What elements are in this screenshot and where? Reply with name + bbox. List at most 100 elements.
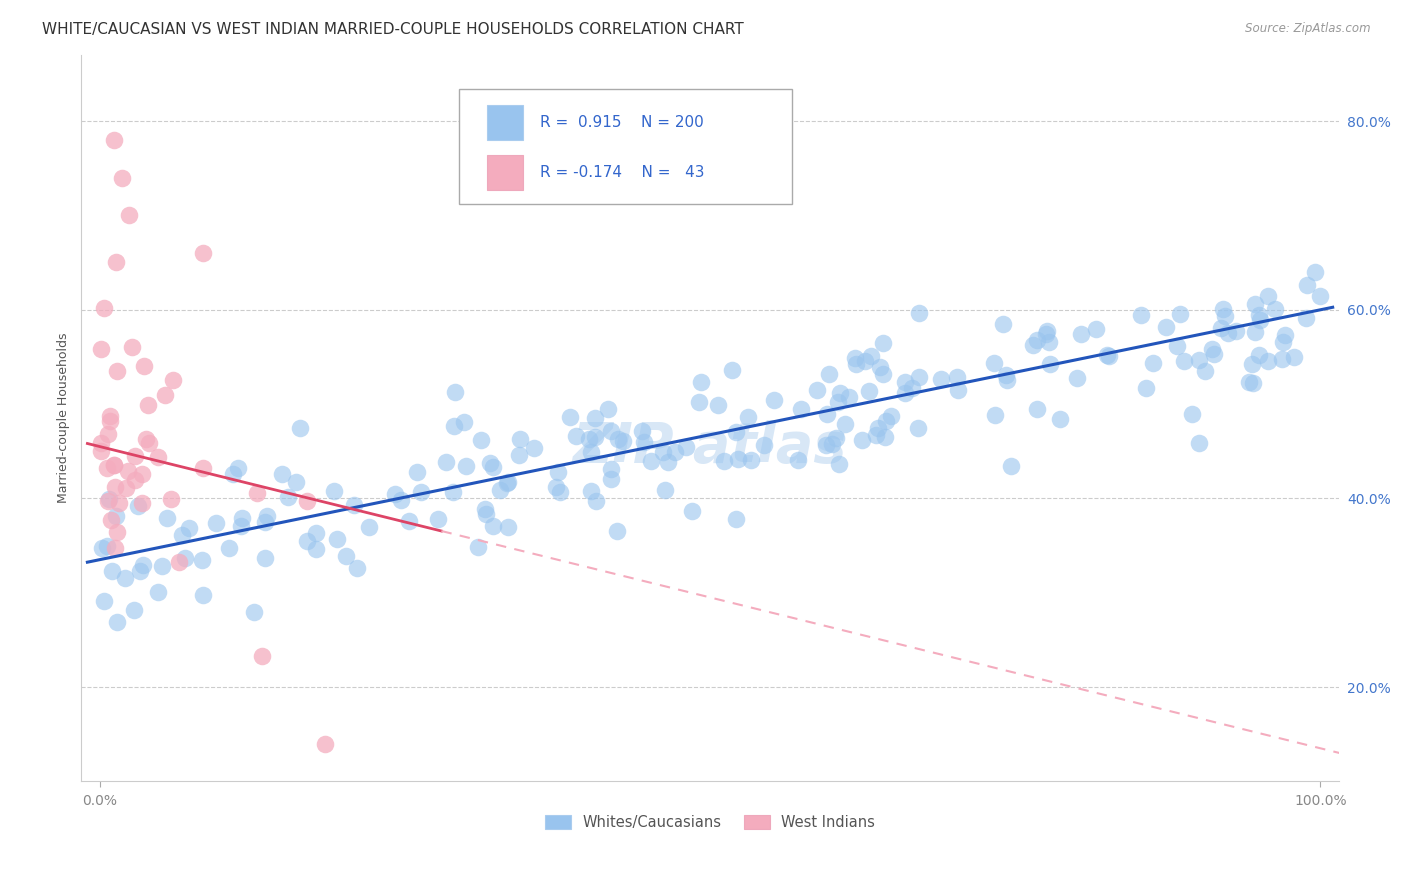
- Point: [1066, 371, 1088, 385]
- Point: [343, 498, 366, 512]
- Point: [172, 528, 194, 542]
- Point: [481, 518, 503, 533]
- Point: [191, 553, 214, 567]
- Point: [100, 513, 122, 527]
- Point: [444, 385, 467, 400]
- Point: [581, 483, 603, 498]
- Point: [815, 407, 838, 421]
- Point: [737, 410, 759, 425]
- Point: [93, 593, 115, 607]
- Point: [426, 512, 449, 526]
- Point: [121, 340, 143, 354]
- Point: [129, 565, 152, 579]
- Point: [250, 649, 273, 664]
- Point: [558, 410, 581, 425]
- Point: [1085, 322, 1108, 336]
- Point: [1264, 301, 1286, 316]
- Point: [1295, 278, 1317, 293]
- Point: [90, 436, 112, 450]
- Point: [277, 490, 299, 504]
- Point: [124, 450, 146, 464]
- Point: [335, 549, 357, 564]
- Point: [405, 465, 427, 479]
- Point: [1295, 311, 1317, 326]
- Point: [1274, 328, 1296, 343]
- Point: [815, 438, 838, 452]
- Point: [707, 398, 730, 412]
- Point: [384, 487, 406, 501]
- Point: [243, 605, 266, 619]
- Point: [270, 467, 292, 482]
- Point: [834, 417, 856, 431]
- Point: [148, 450, 170, 465]
- Point: [179, 521, 201, 535]
- Point: [787, 452, 810, 467]
- Point: [1049, 412, 1071, 426]
- Point: [865, 428, 887, 442]
- Point: [1129, 308, 1152, 322]
- Text: ZIP atlas: ZIP atlas: [572, 420, 848, 475]
- Point: [995, 368, 1018, 382]
- Point: [314, 737, 336, 751]
- Point: [96, 539, 118, 553]
- Point: [869, 359, 891, 374]
- Point: [606, 524, 628, 538]
- Point: [135, 433, 157, 447]
- Point: [470, 434, 492, 448]
- Point: [467, 540, 489, 554]
- Point: [1249, 313, 1271, 327]
- Point: [1142, 356, 1164, 370]
- Point: [295, 533, 318, 548]
- Point: [127, 500, 149, 514]
- Point: [101, 565, 124, 579]
- Point: [872, 368, 894, 382]
- Point: [131, 467, 153, 482]
- Point: [253, 515, 276, 529]
- Point: [838, 391, 860, 405]
- Point: [131, 496, 153, 510]
- Point: [1188, 353, 1211, 368]
- Point: [790, 402, 813, 417]
- Point: [547, 465, 569, 479]
- Point: [654, 483, 676, 498]
- Point: [205, 516, 228, 531]
- Point: [1181, 408, 1204, 422]
- Point: [509, 432, 531, 446]
- Point: [441, 484, 464, 499]
- Point: [156, 510, 179, 524]
- Point: [1173, 354, 1195, 368]
- Point: [1237, 375, 1260, 389]
- Point: [1095, 347, 1118, 361]
- Point: [193, 246, 215, 260]
- Point: [1257, 288, 1279, 302]
- Point: [1201, 342, 1223, 356]
- Point: [409, 485, 432, 500]
- Point: [893, 376, 915, 390]
- Point: [1282, 350, 1305, 364]
- Point: [866, 421, 889, 435]
- Point: [901, 381, 924, 395]
- Point: [105, 615, 128, 629]
- Point: [907, 421, 929, 435]
- Point: [475, 507, 498, 521]
- Point: [690, 375, 713, 389]
- Point: [825, 431, 848, 445]
- Point: [496, 520, 519, 534]
- Point: [1247, 308, 1270, 322]
- Point: [118, 209, 141, 223]
- Point: [167, 555, 190, 569]
- Point: [222, 467, 245, 482]
- Point: [295, 493, 318, 508]
- Point: [688, 395, 710, 409]
- Point: [600, 424, 623, 438]
- Point: [1241, 376, 1264, 390]
- Point: [326, 533, 349, 547]
- Point: [488, 483, 510, 498]
- Point: [844, 351, 866, 366]
- Point: [1166, 339, 1188, 353]
- Point: [496, 475, 519, 490]
- Point: [675, 440, 697, 454]
- Point: [284, 475, 307, 489]
- Point: [1025, 334, 1047, 348]
- Point: [879, 409, 901, 424]
